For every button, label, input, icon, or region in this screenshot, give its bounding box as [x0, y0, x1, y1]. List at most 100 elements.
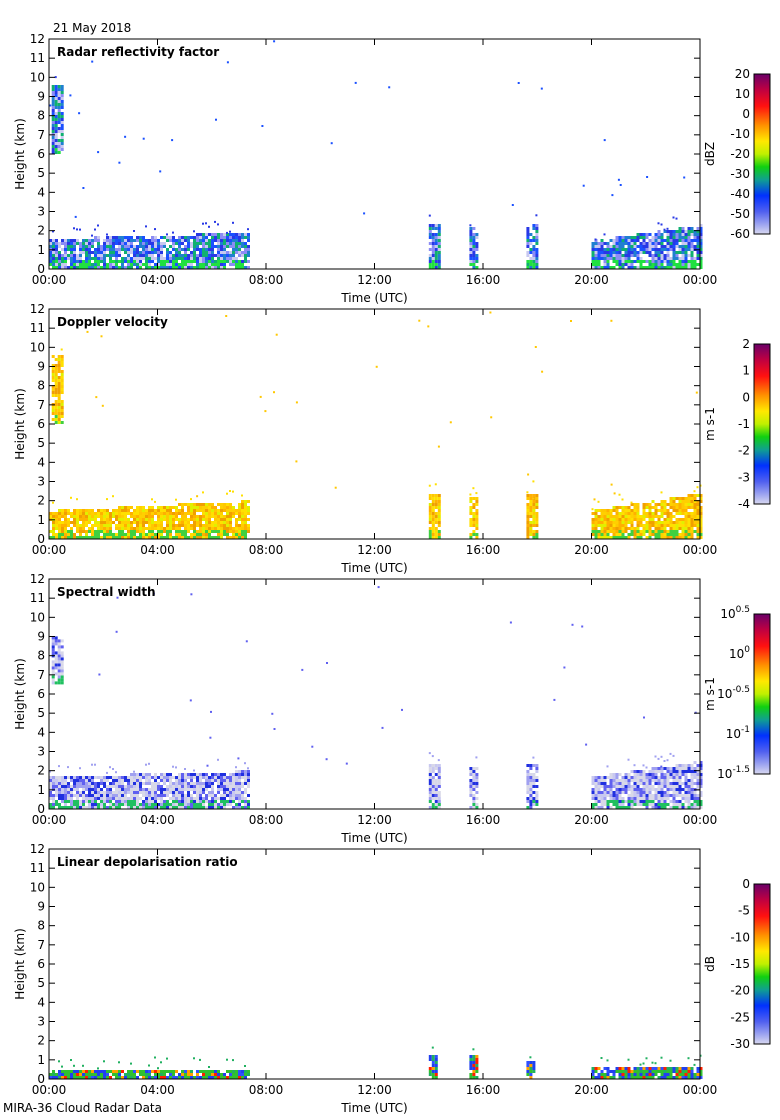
echo-cell	[636, 527, 640, 530]
x-axis-label: Time (UTC)	[340, 1101, 407, 1115]
echo-cell	[70, 794, 73, 797]
echo-cell	[148, 509, 151, 512]
echo-cell	[693, 500, 697, 503]
echo-speckle	[541, 370, 544, 373]
echo-cell	[178, 251, 181, 254]
echo-cell	[88, 1076, 91, 1079]
echo-cell	[199, 779, 202, 782]
echo-cell	[684, 764, 688, 767]
panel-title: Linear depolarisation ratio	[57, 855, 238, 869]
echo-cell	[178, 257, 181, 260]
echo-cell	[139, 1070, 142, 1073]
echo-cell	[639, 1070, 643, 1073]
echo-cell	[690, 266, 694, 269]
echo-cell	[663, 806, 667, 809]
echo-cell	[64, 782, 67, 785]
echo-cell	[223, 239, 226, 242]
echo-cell	[609, 254, 613, 257]
echo-cell	[434, 1070, 438, 1073]
echo-cell	[169, 806, 172, 809]
echo-cell	[112, 1070, 115, 1073]
echo-cell	[60, 142, 64, 145]
echo-speckle	[527, 473, 530, 476]
echo-cell	[55, 1076, 58, 1079]
echo-cell	[49, 806, 52, 809]
colorbar-tick-exponent: 0.5	[736, 605, 750, 615]
echo-cell	[139, 521, 142, 524]
echo-cell	[648, 1070, 652, 1073]
echo-cell	[193, 806, 196, 809]
echo-cell	[636, 509, 640, 512]
echo-cell	[82, 797, 85, 800]
echo-cell	[208, 779, 211, 782]
echo-cell	[434, 483, 437, 486]
echo-cell	[437, 794, 441, 797]
echo-cell	[591, 806, 595, 809]
echo-cell	[60, 115, 64, 118]
echo-cell	[654, 245, 658, 248]
echo-cell	[431, 518, 435, 521]
echo-cell	[229, 785, 232, 788]
echo-cell	[687, 260, 691, 263]
echo-cell	[52, 251, 55, 254]
echo-cell	[603, 1067, 607, 1070]
echo-cell	[615, 794, 619, 797]
echo-cell	[67, 239, 70, 242]
echo-cell	[648, 245, 652, 248]
x-tick-label: 00:00	[32, 543, 67, 557]
echo-cell	[184, 521, 187, 524]
echo-cell	[109, 788, 112, 791]
echo-cell	[217, 521, 220, 524]
echo-cell	[687, 779, 691, 782]
echo-cell	[241, 503, 244, 506]
colorbar-tick-exponent: 0	[744, 645, 750, 655]
echo-cell	[127, 1070, 130, 1073]
echo-cell	[109, 794, 112, 797]
echo-cell	[196, 776, 199, 779]
echo-cell	[223, 527, 226, 530]
echo-cell	[235, 794, 238, 797]
echo-cell	[597, 521, 601, 524]
echo-cell	[136, 512, 139, 515]
echo-cell	[654, 509, 658, 512]
echo-cell	[51, 139, 55, 142]
echo-cell	[696, 782, 700, 785]
echo-cell	[428, 806, 432, 809]
echo-cell	[58, 797, 61, 800]
echo-cell	[57, 103, 61, 106]
echo-cell	[663, 760, 666, 762]
echo-cell	[148, 242, 151, 245]
echo-cell	[654, 776, 658, 779]
echo-cell	[642, 533, 646, 536]
echo-cell	[627, 515, 631, 518]
echo-cell	[591, 260, 595, 263]
echo-cell	[645, 1073, 649, 1076]
echo-cell	[681, 806, 685, 809]
echo-cell	[82, 779, 85, 782]
echo-cell	[672, 515, 676, 518]
echo-cell	[657, 791, 661, 794]
echo-cell	[241, 530, 244, 533]
echo-cell	[434, 500, 438, 503]
echo-cell	[70, 1070, 73, 1073]
echo-cell	[64, 509, 67, 512]
echo-cell	[121, 803, 124, 806]
echo-cell	[630, 803, 634, 806]
echo-cell	[133, 785, 136, 788]
echo-cell	[196, 1076, 199, 1079]
echo-cell	[636, 791, 640, 794]
echo-cell	[529, 494, 533, 497]
echo-cell	[591, 512, 595, 515]
echo-cell	[106, 263, 109, 266]
echo-cell	[681, 773, 685, 776]
echo-cell	[594, 533, 598, 536]
echo-cell	[663, 524, 667, 527]
echo-cell	[612, 248, 616, 251]
echo-cell	[648, 251, 652, 254]
echo-cell	[139, 260, 142, 263]
echo-cell	[178, 1076, 181, 1079]
echo-cell	[187, 797, 190, 800]
echo-cell	[651, 266, 655, 269]
echo-cell	[475, 785, 479, 788]
